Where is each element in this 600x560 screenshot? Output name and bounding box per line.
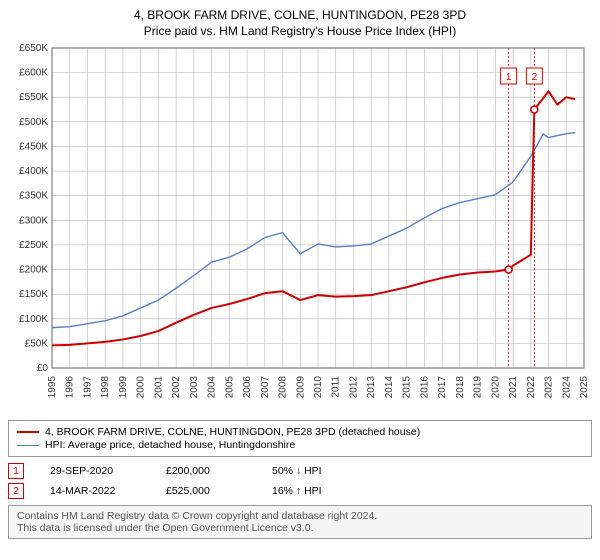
svg-text:2012: 2012	[348, 376, 359, 399]
svg-text:£500K: £500K	[19, 117, 48, 128]
svg-text:1999: 1999	[118, 376, 129, 399]
legend-row: HPI: Average price, detached house, Hunt…	[17, 439, 583, 451]
svg-text:2017: 2017	[437, 376, 448, 399]
sale-price: £200,000	[166, 465, 246, 477]
svg-text:2016: 2016	[419, 376, 430, 399]
svg-text:2004: 2004	[207, 376, 218, 399]
svg-text:2022: 2022	[526, 376, 537, 399]
svg-text:1995: 1995	[47, 376, 58, 399]
svg-text:2010: 2010	[313, 376, 324, 399]
chart-svg: £0 £50K £100K £150K £200K £250K £300K £350K £400…	[8, 44, 592, 414]
svg-text:2003: 2003	[189, 376, 200, 399]
sale-marker-box: 2	[8, 483, 24, 499]
legend-swatch	[17, 445, 39, 446]
svg-text:£50K: £50K	[25, 338, 49, 349]
svg-text:2008: 2008	[278, 376, 289, 399]
svg-text:2000: 2000	[136, 376, 147, 399]
svg-text:2024: 2024	[561, 376, 572, 399]
svg-text:2001: 2001	[153, 376, 164, 399]
svg-text:2011: 2011	[331, 376, 342, 398]
svg-text:2009: 2009	[295, 376, 306, 399]
price-chart: £0 £50K £100K £150K £200K £250K £300K £350K £400…	[8, 44, 592, 414]
svg-text:£450K: £450K	[19, 141, 48, 152]
svg-text:£400K: £400K	[19, 166, 48, 177]
sale-marker-box: 1	[8, 463, 24, 479]
sale-price: £525,000	[166, 485, 246, 497]
svg-text:2: 2	[532, 72, 538, 83]
svg-text:2018: 2018	[455, 376, 466, 399]
sale-row: 1 29-SEP-2020 £200,000 50% ↓ HPI	[8, 463, 592, 479]
svg-text:2013: 2013	[366, 376, 377, 399]
svg-text:2014: 2014	[384, 376, 395, 399]
svg-text:2002: 2002	[171, 376, 182, 399]
svg-text:£0: £0	[37, 363, 49, 374]
svg-text:£250K: £250K	[19, 240, 48, 251]
svg-text:2023: 2023	[544, 376, 555, 399]
svg-text:£550K: £550K	[19, 92, 48, 103]
svg-text:2021: 2021	[508, 376, 519, 399]
footer-line-2: This data is licensed under the Open Gov…	[17, 522, 583, 534]
svg-text:1996: 1996	[65, 376, 76, 399]
legend-label: 4, BROOK FARM DRIVE, COLNE, HUNTINGDON, …	[45, 426, 420, 438]
svg-text:2007: 2007	[260, 376, 271, 399]
svg-text:£600K: £600K	[19, 68, 48, 79]
svg-text:2025: 2025	[579, 376, 590, 399]
page-title: 4, BROOK FARM DRIVE, COLNE, HUNTINGDON, …	[8, 8, 592, 22]
svg-text:2015: 2015	[402, 376, 413, 399]
sale-pct: 16% ↑ HPI	[272, 485, 372, 497]
title-block: 4, BROOK FARM DRIVE, COLNE, HUNTINGDON, …	[8, 8, 592, 38]
footer-line-1: Contains HM Land Registry data © Crown c…	[17, 510, 583, 522]
legend-box: 4, BROOK FARM DRIVE, COLNE, HUNTINGDON, …	[8, 420, 592, 457]
svg-text:1997: 1997	[82, 376, 93, 399]
svg-text:2019: 2019	[473, 376, 484, 399]
svg-text:£300K: £300K	[19, 215, 48, 226]
footer-licence: Contains HM Land Registry data © Crown c…	[8, 505, 592, 539]
sale-pct: 50% ↓ HPI	[272, 465, 372, 477]
svg-text:£100K: £100K	[19, 314, 48, 325]
svg-text:1998: 1998	[100, 376, 111, 399]
svg-text:2005: 2005	[224, 376, 235, 399]
svg-text:£150K: £150K	[19, 289, 48, 300]
legend-label: HPI: Average price, detached house, Hunt…	[45, 439, 295, 451]
svg-text:1: 1	[506, 72, 512, 83]
svg-text:£200K: £200K	[19, 265, 48, 276]
sale-date: 14-MAR-2022	[50, 485, 140, 497]
svg-text:£350K: £350K	[19, 191, 48, 202]
svg-text:2006: 2006	[242, 376, 253, 399]
page-subtitle: Price paid vs. HM Land Registry's House …	[8, 24, 592, 38]
sale-row: 2 14-MAR-2022 £525,000 16% ↑ HPI	[8, 483, 592, 499]
svg-text:£650K: £650K	[19, 44, 48, 54]
sale-date: 29-SEP-2020	[50, 465, 140, 477]
svg-text:2020: 2020	[490, 376, 501, 399]
sales-table: 1 29-SEP-2020 £200,000 50% ↓ HPI 2 14-MAR-202…	[8, 463, 592, 499]
legend-swatch	[17, 431, 39, 433]
legend-row: 4, BROOK FARM DRIVE, COLNE, HUNTINGDON, …	[17, 426, 583, 438]
